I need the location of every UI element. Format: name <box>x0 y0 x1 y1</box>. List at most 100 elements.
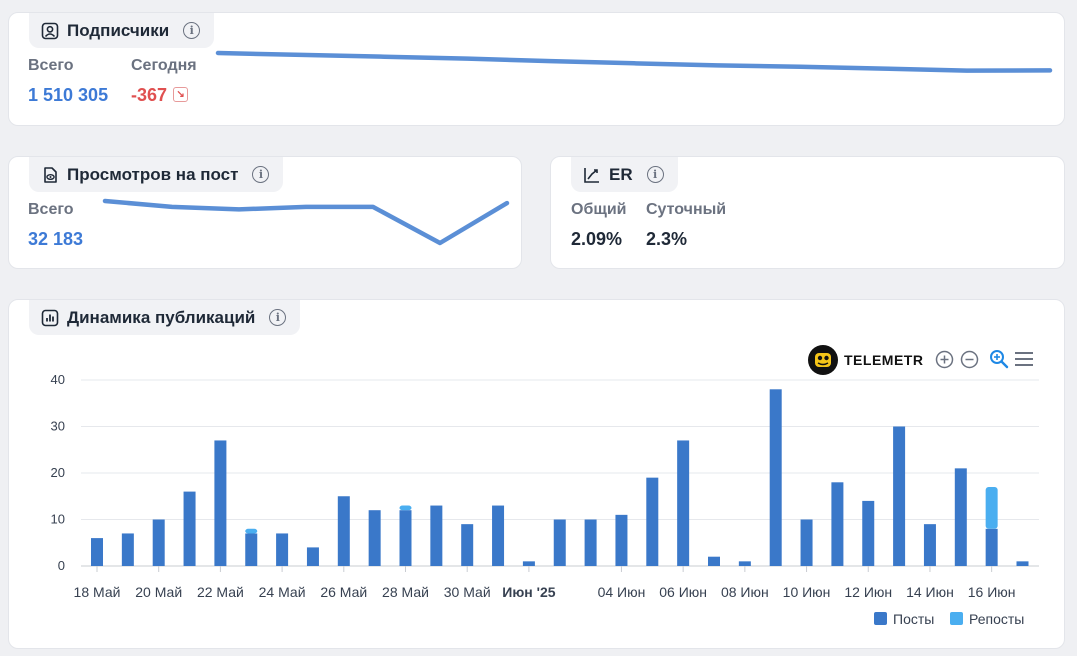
bar-posts[interactable] <box>522 561 535 566</box>
er-general: Общий 2.09% <box>571 201 627 250</box>
sparkline-line <box>102 198 510 246</box>
bar-posts[interactable] <box>584 519 597 567</box>
user-icon <box>41 22 59 40</box>
subscribers-sparkline <box>215 50 1053 73</box>
x-tick-label: 10 Июн <box>783 584 831 600</box>
bar-reposts[interactable] <box>985 486 998 529</box>
bar-posts[interactable] <box>399 510 412 566</box>
bar-posts[interactable] <box>831 482 844 566</box>
x-tick-label: 06 Июн <box>659 584 707 600</box>
bar-posts[interactable] <box>769 389 782 566</box>
x-tick-label: 28 Май <box>382 584 429 600</box>
sparkline-line <box>215 50 1053 73</box>
x-tick-label: 04 Июн <box>598 584 646 600</box>
stat-value: 2.3% <box>646 229 688 249</box>
views-sparkline <box>102 198 510 246</box>
bar-posts[interactable] <box>276 533 289 566</box>
legend-posts-swatch <box>874 612 887 625</box>
info-icon[interactable]: i <box>269 309 287 326</box>
stat-value: 2.09% <box>571 229 623 249</box>
bar-posts[interactable] <box>214 440 227 566</box>
stat-label: Всего <box>28 201 74 218</box>
bar-posts[interactable] <box>708 556 720 566</box>
stat-value: 32 183 <box>28 229 84 249</box>
publications-title: Динамика публикаций <box>67 307 256 327</box>
x-tick-label: Июн '25 <box>502 584 555 600</box>
bar-posts[interactable] <box>553 519 566 567</box>
stat-label: Суточный <box>646 201 727 218</box>
subscribers-total: Всего 1 510 305 <box>28 57 108 106</box>
views-card: Просмотров на пост i Всего 32 183 <box>8 156 522 269</box>
info-icon[interactable]: i <box>183 22 201 39</box>
eye-doc-icon <box>41 166 59 184</box>
bar-posts[interactable] <box>306 547 319 566</box>
legend-reposts-swatch <box>950 612 963 625</box>
y-tick-label: 10 <box>51 512 65 527</box>
bar-reposts[interactable] <box>245 528 258 534</box>
legend-posts-label: Посты <box>893 611 934 627</box>
bar-chart-icon <box>41 309 59 327</box>
bar-posts[interactable] <box>985 528 998 566</box>
stat-label: Общий <box>571 201 627 218</box>
views-total: Всего 32 183 <box>28 201 83 250</box>
zoom-out-icon[interactable] <box>960 350 979 374</box>
x-tick-label: 30 Май <box>444 584 491 600</box>
today-value-row: -367 ↘ <box>131 85 197 106</box>
bar-posts[interactable] <box>368 510 381 566</box>
zoom-in-icon[interactable] <box>935 350 954 374</box>
stat-value: -367 <box>131 85 168 105</box>
bar-posts[interactable] <box>677 440 690 566</box>
bar-posts[interactable] <box>646 477 659 566</box>
x-tick-label: 20 Май <box>135 584 182 600</box>
x-tick-label: 08 Июн <box>721 584 769 600</box>
y-tick-label: 20 <box>51 465 65 480</box>
er-tab: ER i <box>571 157 678 192</box>
info-icon[interactable]: i <box>646 166 664 183</box>
trend-chart-icon <box>583 166 601 184</box>
bar-posts[interactable] <box>923 524 936 566</box>
bar-posts[interactable] <box>893 426 906 567</box>
bar-posts[interactable] <box>800 519 813 567</box>
x-tick-label: 16 Июн <box>968 584 1016 600</box>
bar-posts[interactable] <box>245 533 258 566</box>
x-tick-label: 18 Май <box>74 584 121 600</box>
bar-posts[interactable] <box>152 519 165 567</box>
publications-card: Динамика публикаций i TELEMETR 40 30 20 10 0… <box>8 299 1065 649</box>
x-tick-label: 24 Май <box>259 584 306 600</box>
bar-posts[interactable] <box>461 524 474 566</box>
subscribers-today: Сегодня -367 ↘ <box>131 57 197 106</box>
er-card: ER i Общий 2.09% Суточный 2.3% <box>550 156 1065 269</box>
y-tick-label: 40 <box>51 372 65 387</box>
subscribers-tab: Подписчики i <box>29 13 215 48</box>
bar-posts[interactable] <box>954 468 967 566</box>
bar-posts[interactable] <box>1016 561 1029 566</box>
telemetr-logo: TELEMETR <box>807 344 923 376</box>
views-title: Просмотров на пост <box>67 164 239 184</box>
brand-label: TELEMETR <box>844 352 924 368</box>
bar-posts[interactable] <box>121 533 134 566</box>
bar-posts[interactable] <box>492 505 505 566</box>
y-tick-label: 30 <box>51 419 65 434</box>
bar-reposts[interactable] <box>399 505 412 511</box>
x-tick-label: 12 Июн <box>844 584 892 600</box>
bar-posts[interactable] <box>91 538 103 566</box>
x-tick-label: 14 Июн <box>906 584 954 600</box>
stat-value: 1 510 305 <box>28 85 109 105</box>
bar-posts[interactable] <box>430 505 443 566</box>
bar-posts[interactable] <box>862 500 875 566</box>
menu-icon[interactable] <box>1014 351 1034 372</box>
publications-tab: Динамика публикаций i <box>29 300 301 335</box>
bar-posts[interactable] <box>615 514 628 566</box>
x-tick-label: 22 Май <box>197 584 244 600</box>
info-icon[interactable]: i <box>252 166 270 183</box>
legend-reposts-label: Репосты <box>969 611 1024 627</box>
subscribers-card: Подписчики i Всего 1 510 305 Сегодня -36… <box>8 12 1065 126</box>
publications-chart: 40 30 20 10 0 18 Май 20 Май 22 Май 24 Май 26 Май… <box>51 372 1039 627</box>
views-tab: Просмотров на пост i <box>29 157 284 192</box>
y-tick-label: 0 <box>58 558 65 573</box>
zoom-select-icon[interactable] <box>989 349 1009 374</box>
bar-posts[interactable] <box>183 491 196 566</box>
bar-posts[interactable] <box>337 496 350 566</box>
stat-label: Сегодня <box>131 57 197 74</box>
bar-posts[interactable] <box>738 561 751 566</box>
